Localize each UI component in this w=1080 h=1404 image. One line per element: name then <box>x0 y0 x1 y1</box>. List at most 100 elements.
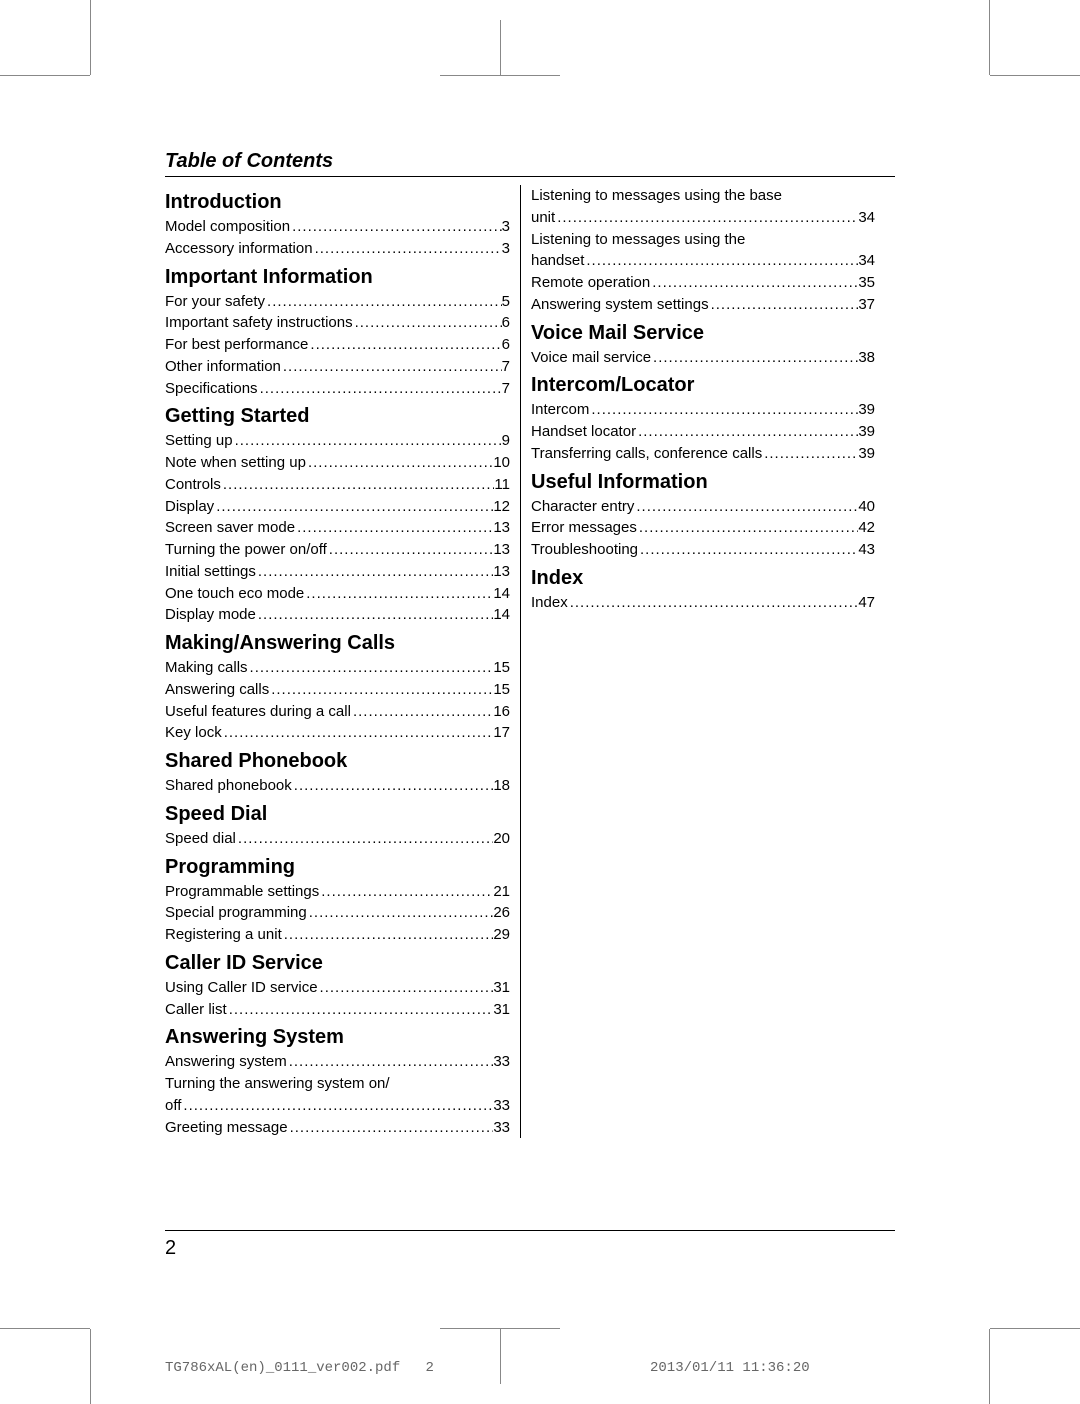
toc-entry-page: 33 <box>493 1117 510 1139</box>
toc-section-heading: Making/Answering Calls <box>165 632 510 655</box>
toc-entry-page: 13 <box>493 539 510 561</box>
toc-entry: Handset locator39 <box>531 421 875 443</box>
toc-entry: Display mode14 <box>165 604 510 626</box>
toc-section-heading: Programming <box>165 856 510 879</box>
page-content: Table of Contents IntroductionModel comp… <box>165 150 895 1138</box>
toc-section-heading: Intercom/Locator <box>531 374 875 397</box>
toc-entry: handset34 <box>531 250 875 272</box>
toc-leader-dots <box>304 583 493 605</box>
toc-entry-label: Setting up <box>165 430 233 452</box>
toc-entry: Remote operation 35 <box>531 272 875 294</box>
crop-mark <box>440 1328 560 1329</box>
toc-leader-dots <box>281 356 502 378</box>
toc-entry: Screen saver mode13 <box>165 517 510 539</box>
toc-leader-dots <box>306 452 493 474</box>
toc-leader-dots <box>214 496 493 518</box>
toc-leader-dots <box>292 775 494 797</box>
toc-entry-page: 33 <box>493 1051 510 1073</box>
toc-entry-label: Display <box>165 496 214 518</box>
toc-entry: off 33 <box>165 1095 510 1117</box>
toc-leader-dots <box>319 881 493 903</box>
toc-entry-label: Speed dial <box>165 828 236 850</box>
toc-entry-page: 5 <box>502 291 510 313</box>
toc-entry: Using Caller ID service31 <box>165 977 510 999</box>
toc-entry-label: Controls <box>165 474 221 496</box>
toc-entry-page: 35 <box>858 272 875 294</box>
page-title: Table of Contents <box>165 150 895 177</box>
crop-mark <box>989 0 990 75</box>
footer-filename-text: TG786xAL(en)_0111_ver002.pdf <box>165 1360 400 1376</box>
toc-entry-page: 47 <box>858 592 875 614</box>
toc-entry: Transferring calls, conference calls39 <box>531 443 875 465</box>
toc-entry: Answering calls15 <box>165 679 510 701</box>
toc-section-heading: Answering System <box>165 1026 510 1049</box>
toc-section-heading: Caller ID Service <box>165 952 510 975</box>
toc-leader-dots <box>637 517 858 539</box>
toc-entry: Specifications7 <box>165 378 510 400</box>
toc-entry: Intercom39 <box>531 399 875 421</box>
toc-entry: Display 12 <box>165 496 510 518</box>
toc-section-heading: Index <box>531 567 875 590</box>
toc-entry-label: Voice mail service <box>531 347 651 369</box>
toc-leader-dots <box>555 207 858 229</box>
toc-entry-label: Accessory information <box>165 238 313 260</box>
toc-entry-label: Key lock <box>165 722 222 744</box>
toc-entry-label: Remote operation <box>531 272 650 294</box>
toc-leader-dots <box>313 238 502 260</box>
toc-leader-dots <box>568 592 859 614</box>
toc-leader-dots <box>248 657 494 679</box>
toc-entry-page: 43 <box>858 539 875 561</box>
toc-section-heading: Introduction <box>165 191 510 214</box>
toc-leader-dots <box>307 902 494 924</box>
toc-entry-label: Special programming <box>165 902 307 924</box>
toc-leader-dots <box>638 539 858 561</box>
toc-columns: IntroductionModel composition3Accessory … <box>165 185 895 1138</box>
toc-entry: Accessory information3 <box>165 238 510 260</box>
toc-entry-label: One touch eco mode <box>165 583 304 605</box>
toc-entry-label: Note when setting up <box>165 452 306 474</box>
toc-entry-label: Troubleshooting <box>531 539 638 561</box>
toc-leader-dots <box>221 474 495 496</box>
toc-leader-dots <box>651 347 858 369</box>
toc-entry-page: 18 <box>493 775 510 797</box>
toc-leader-dots <box>258 378 502 400</box>
toc-entry-page: 33 <box>493 1095 510 1117</box>
toc-entry-label: For best performance <box>165 334 308 356</box>
toc-entry-label: Answering system <box>165 1051 287 1073</box>
toc-entry-label: Turning the answering system on/ <box>165 1073 390 1095</box>
toc-entry: Registering a unit29 <box>165 924 510 946</box>
toc-entry: Other information7 <box>165 356 510 378</box>
toc-entry-page: 14 <box>493 583 510 605</box>
toc-section-heading: Useful Information <box>531 471 875 494</box>
toc-entry-page: 12 <box>493 496 510 518</box>
toc-entry-label: Index <box>531 592 568 614</box>
toc-entry: Turning the power on/off13 <box>165 539 510 561</box>
toc-entry-label: off <box>165 1095 181 1117</box>
toc-entry: Turning the answering system on/ <box>165 1073 510 1095</box>
toc-entry-page: 31 <box>493 999 510 1021</box>
toc-entry: Listening to messages using the <box>531 229 875 251</box>
page-number: 2 <box>165 1230 895 1260</box>
toc-entry: Error messages42 <box>531 517 875 539</box>
toc-entry-label: Display mode <box>165 604 256 626</box>
toc-entry-label: For your safety <box>165 291 265 313</box>
toc-leader-dots <box>269 679 493 701</box>
toc-entry-page: 37 <box>858 294 875 316</box>
toc-entry: unit34 <box>531 207 875 229</box>
toc-entry-page: 39 <box>858 443 875 465</box>
toc-entry: Speed dial20 <box>165 828 510 850</box>
toc-leader-dots <box>288 1117 494 1139</box>
toc-leader-dots <box>227 999 494 1021</box>
toc-leader-dots <box>181 1095 493 1117</box>
toc-entry-page: 15 <box>493 657 510 679</box>
toc-entry-label: Initial settings <box>165 561 256 583</box>
toc-entry-label: Making calls <box>165 657 248 679</box>
toc-entry-label: Model composition <box>165 216 290 238</box>
toc-leader-dots <box>351 701 493 723</box>
toc-leader-dots <box>256 561 493 583</box>
toc-entry: Caller list31 <box>165 999 510 1021</box>
toc-section-heading: Shared Phonebook <box>165 750 510 773</box>
toc-leader-dots <box>233 430 502 452</box>
toc-entry: Special programming26 <box>165 902 510 924</box>
toc-entry-label: Important safety instructions <box>165 312 353 334</box>
